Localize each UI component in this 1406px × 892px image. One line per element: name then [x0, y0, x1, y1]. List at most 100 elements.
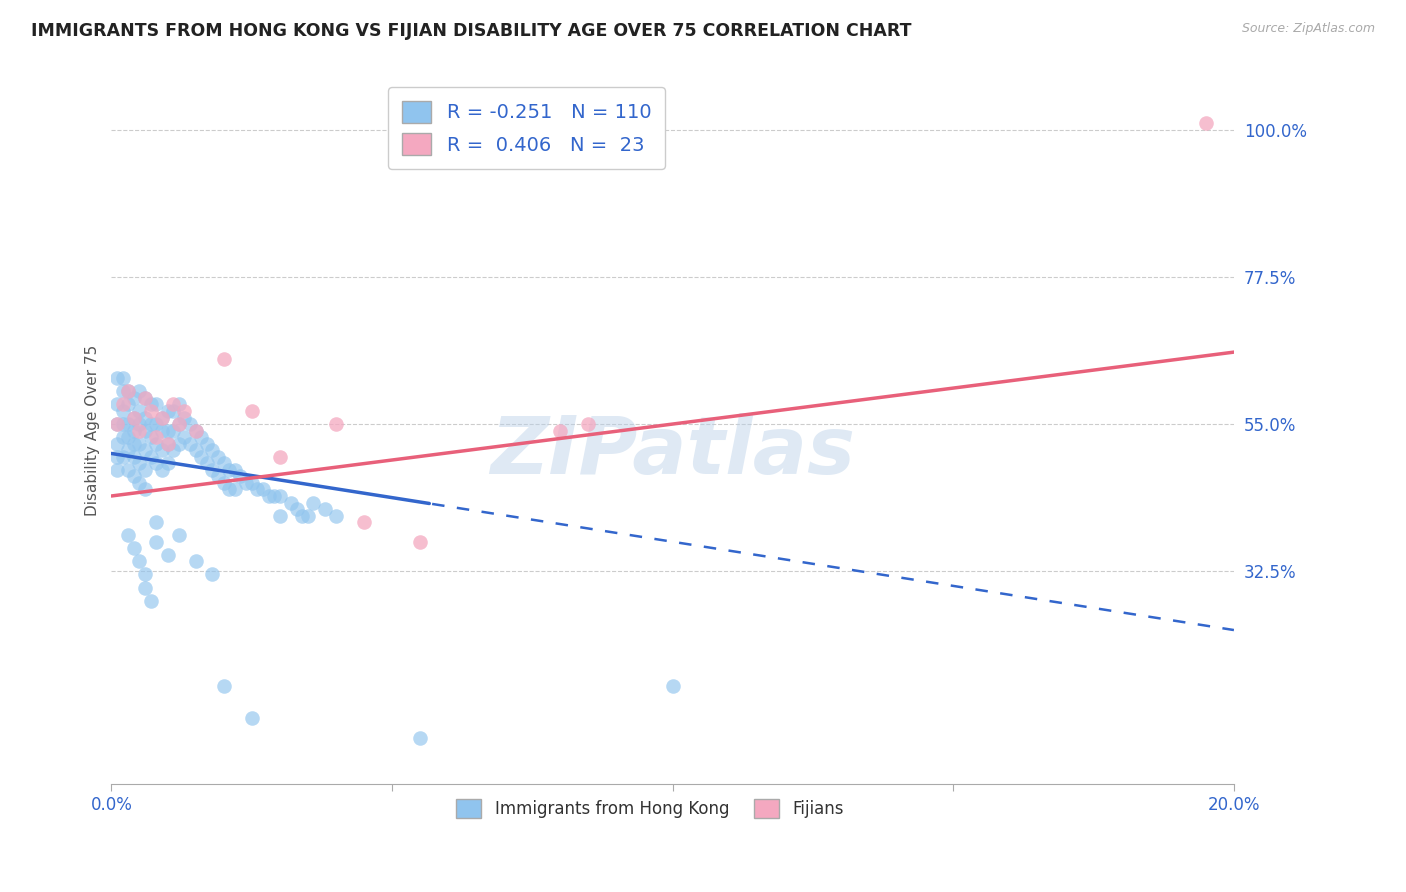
Point [134, 581, 156, 595]
Point [111, 404, 134, 418]
Point [139, 417, 162, 431]
Point [145, 534, 167, 549]
Point [139, 397, 162, 411]
Point [190, 430, 212, 444]
Point [105, 417, 128, 431]
Point [128, 554, 150, 568]
Point [162, 424, 184, 438]
Point [409, 731, 432, 745]
Point [145, 456, 167, 470]
Point [134, 391, 156, 405]
Point [105, 450, 128, 464]
Point [156, 424, 179, 438]
Point [122, 391, 145, 405]
Point [150, 443, 173, 458]
Point [229, 469, 252, 483]
Point [263, 489, 285, 503]
Point [139, 450, 162, 464]
Point [150, 424, 173, 438]
Point [134, 391, 156, 405]
Point [184, 424, 207, 438]
Point [224, 463, 246, 477]
Point [207, 450, 229, 464]
Point [212, 679, 235, 693]
Point [117, 528, 139, 542]
Point [139, 430, 162, 444]
Text: Source: ZipAtlas.com: Source: ZipAtlas.com [1241, 22, 1375, 36]
Point [173, 404, 195, 418]
Point [156, 548, 179, 562]
Point [134, 483, 156, 497]
Point [325, 508, 347, 523]
Point [240, 711, 263, 725]
Point [128, 475, 150, 490]
Point [179, 436, 201, 450]
Point [661, 679, 683, 693]
Point [111, 430, 134, 444]
Point [156, 404, 179, 418]
Point [269, 489, 291, 503]
Point [162, 397, 184, 411]
Point [145, 436, 167, 450]
Point [105, 417, 128, 431]
Point [111, 397, 134, 411]
Point [353, 515, 375, 529]
Point [134, 443, 156, 458]
Text: ZIPatlas: ZIPatlas [491, 413, 855, 491]
Point [297, 508, 319, 523]
Point [150, 463, 173, 477]
Point [190, 450, 212, 464]
Point [167, 397, 190, 411]
Point [280, 495, 302, 509]
Point [240, 404, 263, 418]
Point [150, 410, 173, 425]
Point [156, 436, 179, 450]
Point [291, 508, 314, 523]
Point [117, 463, 139, 477]
Point [134, 410, 156, 425]
Point [156, 436, 179, 450]
Point [117, 443, 139, 458]
Point [111, 417, 134, 431]
Point [212, 351, 235, 366]
Point [184, 443, 207, 458]
Point [117, 430, 139, 444]
Point [139, 404, 162, 418]
Point [134, 424, 156, 438]
Point [105, 463, 128, 477]
Point [128, 456, 150, 470]
Point [145, 417, 167, 431]
Point [117, 384, 139, 399]
Point [145, 430, 167, 444]
Point [111, 450, 134, 464]
Point [578, 417, 600, 431]
Point [134, 567, 156, 582]
Point [550, 424, 572, 438]
Point [212, 475, 235, 490]
Point [173, 430, 195, 444]
Point [195, 456, 218, 470]
Point [201, 463, 224, 477]
Point [218, 463, 240, 477]
Point [201, 567, 224, 582]
Point [314, 502, 336, 516]
Point [162, 404, 184, 418]
Point [235, 475, 257, 490]
Point [212, 456, 235, 470]
Point [128, 417, 150, 431]
Point [325, 417, 347, 431]
Point [184, 554, 207, 568]
Point [167, 528, 190, 542]
Point [409, 534, 432, 549]
Point [167, 436, 190, 450]
Point [117, 384, 139, 399]
Point [285, 502, 308, 516]
Point [111, 371, 134, 385]
Point [302, 495, 325, 509]
Point [224, 483, 246, 497]
Point [128, 436, 150, 450]
Point [156, 456, 179, 470]
Point [117, 397, 139, 411]
Point [167, 417, 190, 431]
Point [117, 417, 139, 431]
